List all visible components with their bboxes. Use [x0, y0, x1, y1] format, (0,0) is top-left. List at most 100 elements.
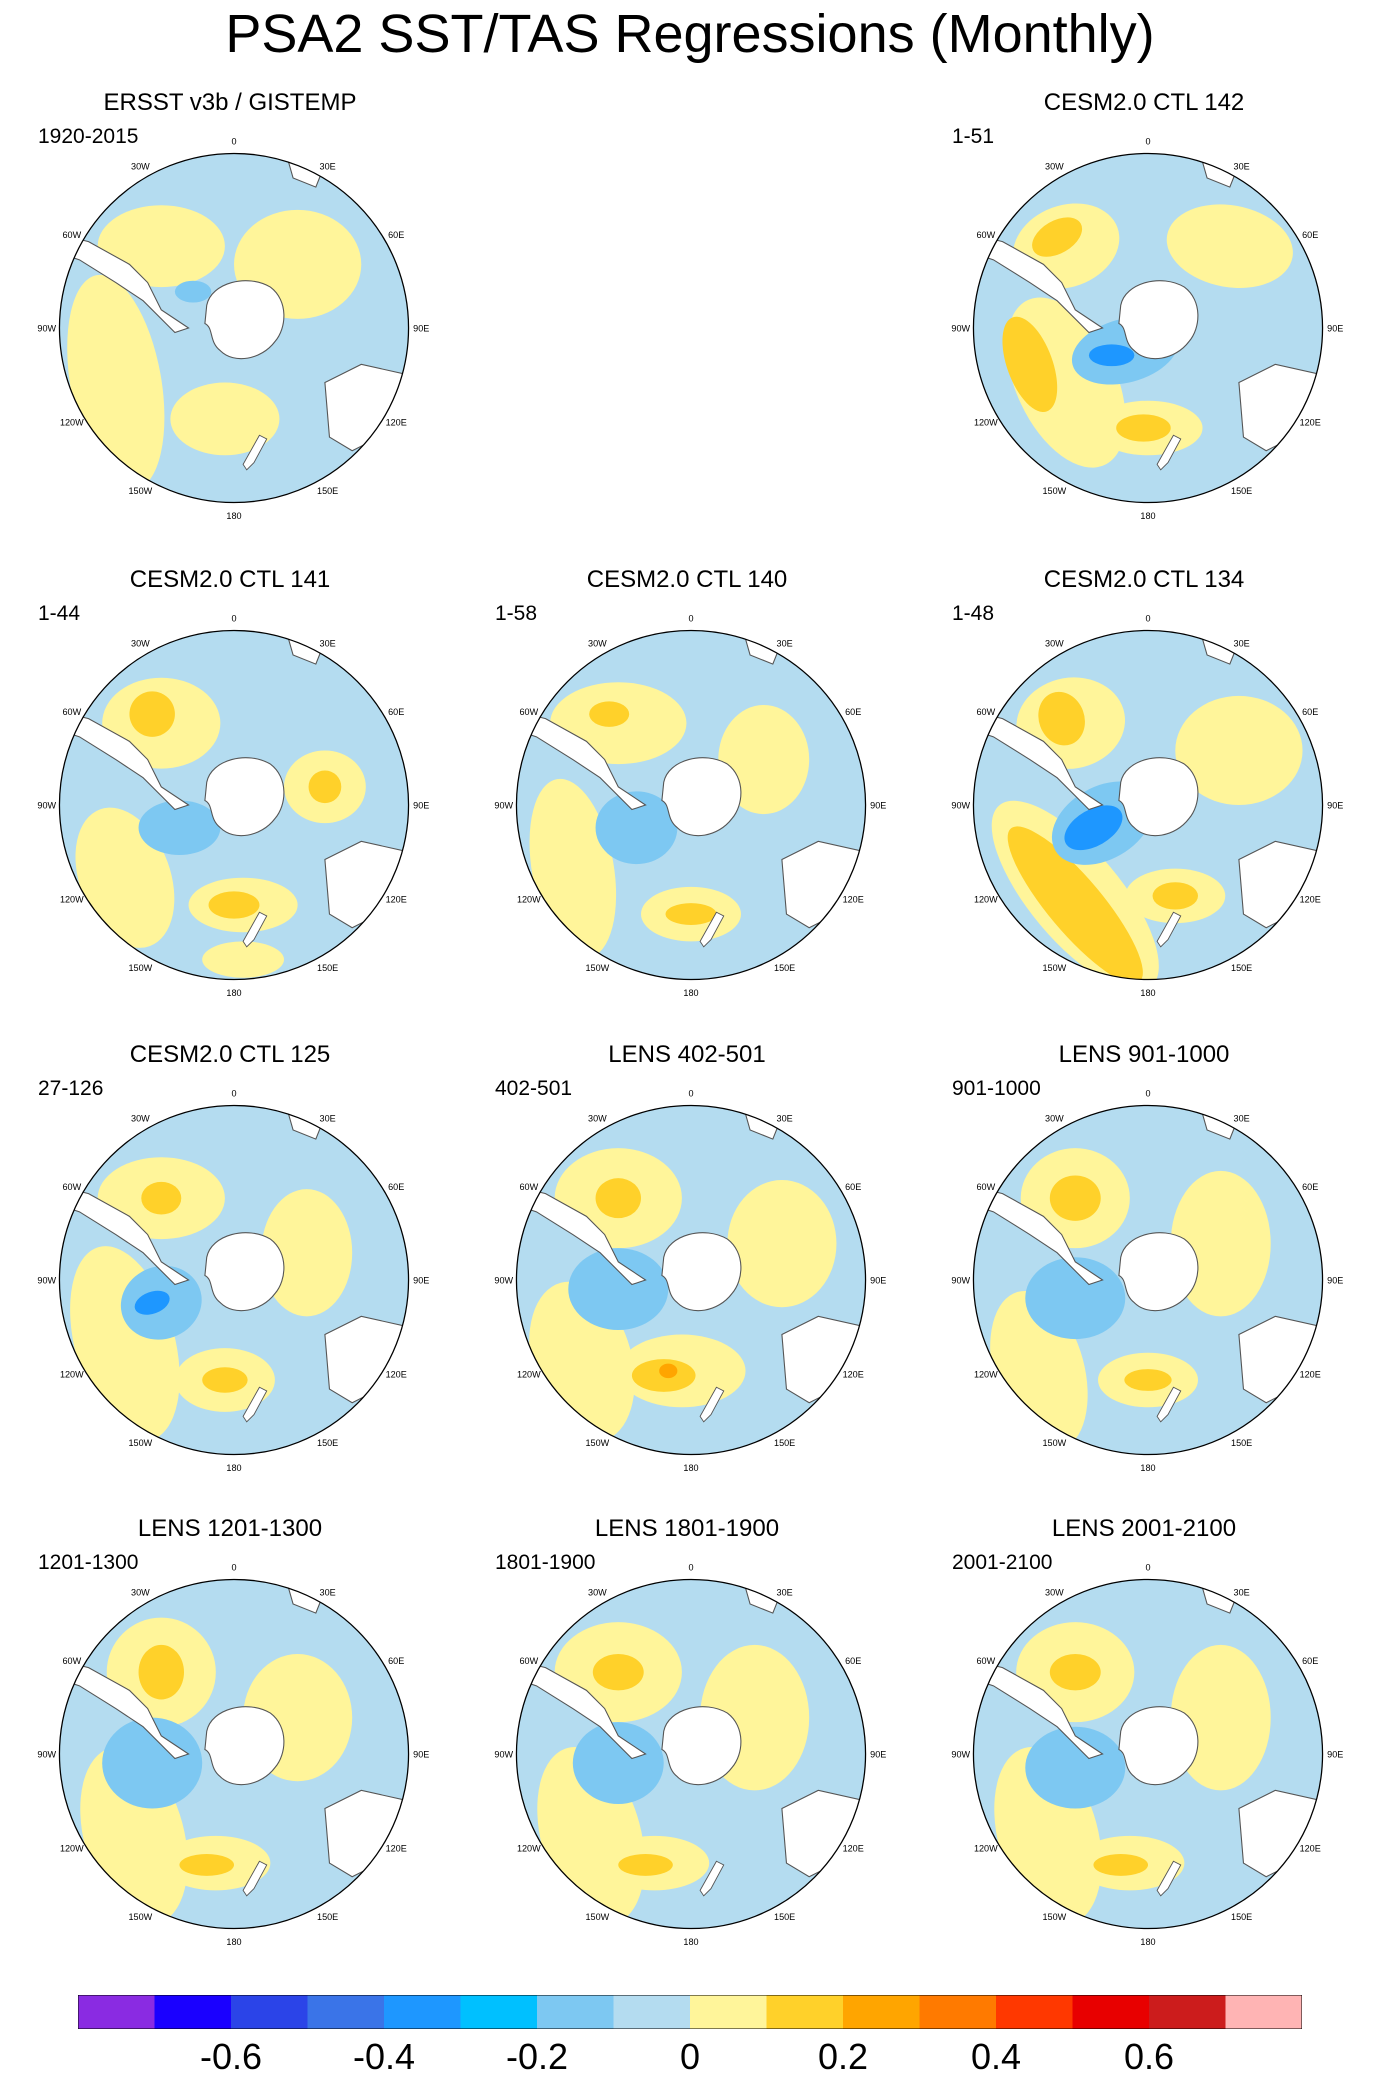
longitude-label: 120E — [1300, 417, 1321, 427]
longitude-label: 180 — [683, 1937, 698, 1947]
longitude-label: 180 — [226, 988, 241, 998]
anomaly-contour — [208, 891, 260, 919]
longitude-label: 180 — [226, 1937, 241, 1947]
longitude-label: 120W — [517, 894, 541, 904]
longitude-label: 30E — [777, 638, 793, 648]
longitude-label: 180 — [1140, 1463, 1155, 1473]
longitude-label: 150E — [1231, 486, 1252, 496]
longitude-label: 150E — [317, 1438, 338, 1448]
longitude-label: 120W — [974, 1369, 998, 1379]
longitude-label: 30W — [1045, 638, 1064, 648]
longitude-label: 150E — [1231, 1912, 1252, 1922]
colorbar-swatch — [1225, 1995, 1302, 2029]
longitude-label: 120W — [517, 1369, 541, 1379]
longitude-label: 30E — [1234, 1113, 1250, 1123]
colorbar-swatch — [613, 1995, 691, 2029]
polar-map: 0 30E 60E 90E 120E 150E 180 150W 120W 90W 60W 30W — [37, 1088, 429, 1473]
anomaly-contour — [1038, 691, 1085, 746]
south-america-landmass — [973, 231, 1104, 334]
south-america-landmass — [59, 708, 190, 811]
map-panel-ersst: ERSST v3b / GISTEMP 1920-2015 0 30E 60E 90E 12… — [0, 88, 460, 558]
longitude-label: 90E — [413, 1750, 429, 1760]
anomaly-contour — [1175, 695, 1303, 805]
longitude-label: 0 — [688, 613, 693, 623]
panel-period: 1-58 — [495, 602, 538, 625]
longitude-label: 90E — [413, 801, 429, 811]
polar-map: 0 30E 60E 90E 120E 150E 180 150W 120W 90W 60W 30W — [494, 1562, 886, 1947]
longitude-label: 120W — [60, 1369, 84, 1379]
longitude-label: 60W — [62, 230, 81, 240]
longitude-label: 120E — [1300, 1369, 1321, 1379]
longitude-label: 30E — [777, 1113, 793, 1123]
longitude-label: 30E — [320, 161, 336, 171]
anomaly-contour — [134, 1290, 170, 1315]
anomaly-contour — [1025, 1726, 1126, 1809]
antarctica-landmass — [1118, 1232, 1199, 1312]
longitude-label: 60E — [845, 1182, 861, 1192]
anomaly-contour — [1152, 882, 1198, 910]
colorbar-tick-label: -0.4 — [352, 2036, 416, 2077]
anomaly-contour — [595, 1178, 641, 1219]
anomaly-contour — [179, 1854, 234, 1876]
panel-period: 1920-2015 — [38, 125, 139, 148]
longitude-label: 30W — [1045, 161, 1064, 171]
longitude-label: 120W — [974, 417, 998, 427]
panel-period: 2001-2100 — [952, 1551, 1053, 1574]
new-zealand-landmass — [242, 434, 268, 471]
anomaly-contour — [1007, 826, 1143, 980]
longitude-label: 150W — [129, 963, 153, 973]
longitude-label: 30E — [320, 1113, 336, 1123]
longitude-label: 150E — [317, 1912, 338, 1922]
new-zealand-landmass — [699, 911, 725, 948]
longitude-label: 150E — [317, 486, 338, 496]
colorbar-swatch — [1149, 1995, 1226, 2029]
longitude-label: 30E — [777, 1587, 793, 1597]
longitude-label: 180 — [1140, 988, 1155, 998]
longitude-label: 120E — [386, 1369, 407, 1379]
longitude-label: 30W — [588, 638, 607, 648]
map-panel-ctl140: CESM2.0 CTL 140 1-58 0 30E 60E 90E 120E 150E 180… — [457, 565, 917, 1035]
map-panel-lens402: LENS 402-501 402-501 0 30E 60E 90E 120E 150E 180… — [457, 1040, 917, 1510]
longitude-label: 30E — [1234, 638, 1250, 648]
anomaly-contour — [1166, 204, 1293, 288]
anomaly-contour — [138, 1644, 184, 1700]
longitude-label: 60W — [62, 1656, 81, 1666]
map-outline — [515, 629, 867, 981]
map-panel-ctl142: CESM2.0 CTL 142 1-51 0 30E 60E 90E 120E 150E 180… — [914, 88, 1374, 558]
longitude-label: 90W — [494, 1750, 513, 1760]
longitude-label: 60W — [976, 1182, 995, 1192]
longitude-label: 0 — [231, 1562, 236, 1572]
anomaly-contour — [572, 1722, 664, 1804]
longitude-label: 90E — [413, 324, 429, 334]
panel-title: CESM2.0 CTL 140 — [586, 566, 788, 593]
south-america-landmass — [973, 1183, 1104, 1286]
anomaly-contour — [1049, 1654, 1101, 1691]
longitude-label: 120W — [60, 417, 84, 427]
longitude-label: 90W — [951, 1276, 970, 1286]
map-outline — [58, 629, 410, 981]
anomaly-contour — [1116, 414, 1171, 442]
south-america-landmass — [516, 708, 647, 811]
new-zealand-landmass — [1156, 1386, 1182, 1423]
longitude-label: 150W — [586, 963, 610, 973]
anomaly-contour — [1049, 1175, 1101, 1221]
panel-title: ERSST v3b / GISTEMP — [103, 89, 357, 116]
longitude-label: 60W — [62, 1182, 81, 1192]
longitude-label: 90W — [494, 1276, 513, 1286]
panel-title: LENS 402-501 — [608, 1041, 766, 1068]
map-panel-lens2001: LENS 2001-2100 2001-2100 0 30E 60E 90E 120E 150… — [914, 1514, 1374, 1984]
anomaly-contour — [170, 382, 280, 456]
longitude-label: 120E — [386, 894, 407, 904]
new-zealand-landmass — [1156, 434, 1182, 471]
colorbar-swatch — [537, 1995, 614, 2029]
map-outline — [515, 1578, 867, 1930]
longitude-label: 90E — [870, 1276, 886, 1286]
longitude-label: 60W — [976, 1656, 995, 1666]
panel-title: LENS 1201-1300 — [137, 1515, 323, 1542]
map-panel-ctl125: CESM2.0 CTL 125 27-126 0 30E 60E 90E 120E 150E 1… — [0, 1040, 460, 1510]
south-america-landmass — [973, 708, 1104, 811]
anomaly-contour — [174, 280, 212, 303]
anomaly-contour — [568, 1248, 669, 1330]
longitude-label: 0 — [1145, 1088, 1150, 1098]
longitude-label: 60W — [976, 707, 995, 717]
